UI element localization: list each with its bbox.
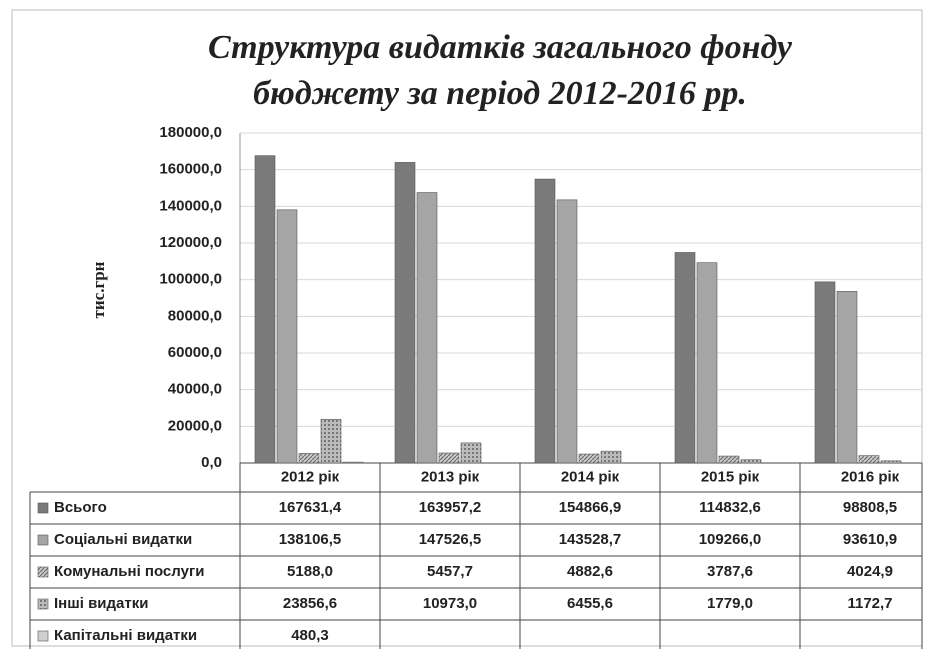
y-tick-label: 20000,0 <box>168 417 222 434</box>
bar <box>534 178 556 464</box>
table-cell: 109266,0 <box>699 531 762 548</box>
y-tick-label: 120000,0 <box>159 234 222 251</box>
bar <box>578 453 600 464</box>
bar <box>254 155 276 464</box>
legend-swatch <box>37 598 49 610</box>
y-tick-label: 160000,0 <box>159 161 222 178</box>
bar <box>298 453 320 464</box>
table-cell: 4882,6 <box>567 563 613 580</box>
x-tick-label: 2015 рік <box>701 468 760 485</box>
y-tick-label: 140000,0 <box>159 197 222 214</box>
y-tick-label: 0,0 <box>201 454 222 471</box>
bar <box>740 459 762 464</box>
y-axis-label: тис.грн <box>89 261 108 318</box>
y-tick-label: 100000,0 <box>159 271 222 288</box>
table-cell: 143528,7 <box>559 531 622 548</box>
bar <box>438 452 460 464</box>
bar <box>320 418 342 464</box>
bar <box>718 455 740 464</box>
table-cell: 147526,5 <box>419 531 482 548</box>
bar <box>342 461 364 464</box>
bar <box>814 281 836 464</box>
table-cell: 114832,6 <box>699 499 761 516</box>
table-cell: 3787,6 <box>707 563 753 580</box>
legend-swatch <box>37 534 49 546</box>
legend-swatch <box>37 630 49 642</box>
chart-title: Структура видатків загального фонду <box>208 29 793 66</box>
legend-label: Всього <box>54 499 107 516</box>
legend-swatch <box>37 502 49 514</box>
x-tick-label: 2012 рік <box>281 468 340 485</box>
bar <box>858 455 880 464</box>
bar <box>674 252 696 464</box>
table-cell: 167631,4 <box>279 499 342 516</box>
y-tick-label: 80000,0 <box>168 307 222 324</box>
bar <box>696 262 718 464</box>
legend-swatch <box>37 566 49 578</box>
bar <box>836 291 858 464</box>
table-cell: 5188,0 <box>287 563 333 580</box>
table-cell: 1172,7 <box>847 595 892 612</box>
table-cell: 4024,9 <box>847 563 893 580</box>
bar <box>416 192 438 464</box>
bar <box>600 450 622 464</box>
legend-label: Капітальні видатки <box>54 627 197 644</box>
table-cell: 154866,9 <box>559 499 622 516</box>
legend-label: Соціальні видатки <box>54 531 192 548</box>
table-cell: 5457,7 <box>427 563 473 580</box>
table-cell: 23856,6 <box>283 595 337 612</box>
table-cell: 138106,5 <box>279 531 342 548</box>
x-tick-label: 2016 рік <box>841 468 900 485</box>
table-cell: 1779,0 <box>707 595 753 612</box>
bar <box>880 460 902 464</box>
bar <box>394 162 416 464</box>
bar <box>460 442 482 464</box>
chart-title: бюджету за період 2012-2016 рр. <box>253 75 747 112</box>
table-cell: 480,3 <box>291 627 329 644</box>
x-tick-label: 2013 рік <box>421 468 480 485</box>
bar <box>556 199 578 464</box>
y-tick-label: 180000,0 <box>159 124 222 141</box>
table-cell: 93610,9 <box>843 531 897 548</box>
bar <box>276 209 298 464</box>
y-tick-label: 60000,0 <box>168 344 222 361</box>
frame <box>11 9 923 647</box>
x-tick-label: 2014 рік <box>561 468 620 485</box>
table-cell: 6455,6 <box>567 595 613 612</box>
table-cell: 10973,0 <box>423 595 477 612</box>
table-cell: 98808,5 <box>843 499 897 516</box>
y-tick-label: 40000,0 <box>168 381 222 398</box>
legend-label: Інші видатки <box>54 595 148 612</box>
table-cell: 163957,2 <box>419 499 482 516</box>
legend-label: Комунальні послуги <box>54 563 204 580</box>
